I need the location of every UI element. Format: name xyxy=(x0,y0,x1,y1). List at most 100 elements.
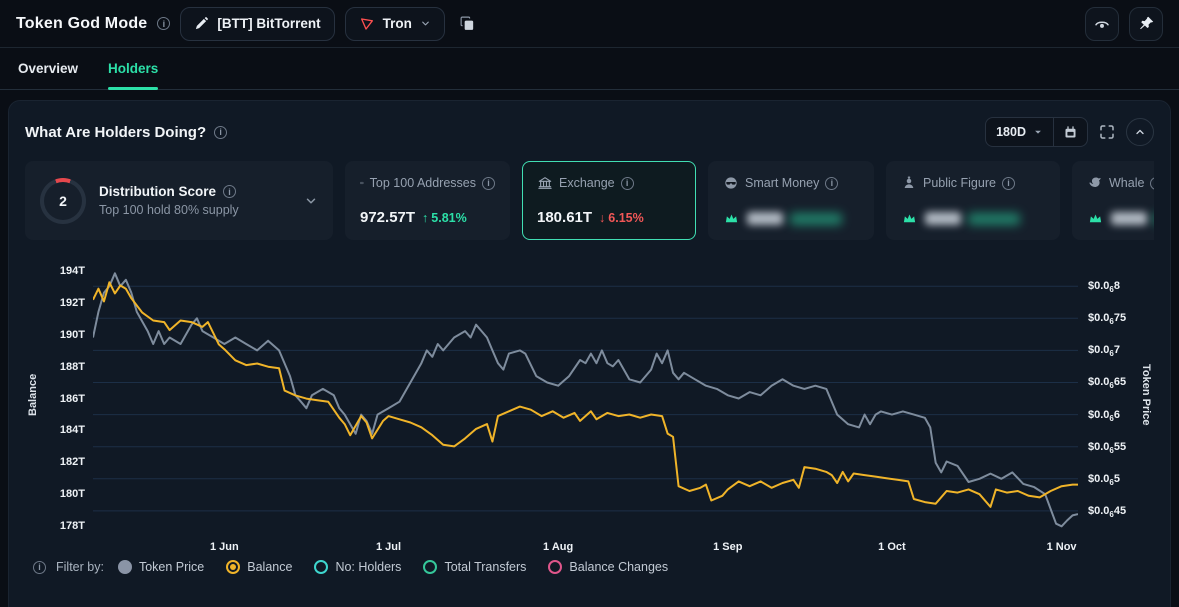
main-content: What Are Holders Doing? i 180D xyxy=(0,90,1179,607)
crown-icon xyxy=(903,214,916,223)
x-tick-label: 1 Oct xyxy=(878,541,906,553)
radio-token-price xyxy=(117,560,132,574)
tab-overview[interactable]: Overview xyxy=(18,61,79,76)
bank-icon xyxy=(538,177,552,189)
stat-card-distribution-score[interactable]: 2 Distribution Score i Top 100 hold 80% … xyxy=(25,161,333,240)
x-tick-label: 1 Aug xyxy=(543,541,574,553)
filter-option-label: Token Price xyxy=(138,560,205,574)
filter-option-label: No: Holders xyxy=(335,560,402,574)
radio-balance xyxy=(226,560,241,574)
sunglasses-face-icon xyxy=(725,177,737,189)
panel-header: What Are Holders Doing? i 180D xyxy=(25,117,1154,147)
stat-card-smart-money[interactable]: Smart Money i xyxy=(708,161,874,240)
token-selector[interactable]: [BTT] BitTorrent xyxy=(180,6,335,41)
x-tick-label: 1 Sep xyxy=(713,541,743,553)
filter-option-label: Total Transfers xyxy=(444,560,527,574)
radio-total-transfers xyxy=(423,560,438,574)
y-tick-left: 194T xyxy=(59,265,85,278)
x-tick-label: 1 Jul xyxy=(375,541,402,553)
stat-value: 972.57T xyxy=(360,209,416,226)
hidden-change xyxy=(968,212,1020,225)
x-axis: 1 Jun 1 Jul 1 Aug 1 Sep 1 Oct 1 Nov xyxy=(93,534,1078,556)
timeframe-control: 180D xyxy=(985,117,1088,147)
info-icon[interactable]: i xyxy=(214,125,228,139)
fullscreen-button[interactable] xyxy=(1098,123,1116,141)
filter-option-total-transfers[interactable]: Total Transfers xyxy=(423,560,526,574)
whale-icon xyxy=(1089,177,1101,187)
chain-label: Tron xyxy=(382,16,412,31)
watchlist-button[interactable] xyxy=(1085,6,1119,41)
stat-title: Smart Money xyxy=(745,176,820,190)
y-tick-left: 190T xyxy=(59,328,85,341)
filter-option-label: Balance xyxy=(247,560,293,574)
tab-bar: Overview Holders xyxy=(0,48,1179,90)
tab-holders[interactable]: Holders xyxy=(108,48,159,90)
chevron-down-icon[interactable] xyxy=(304,194,318,208)
stat-title: Top 100 Addresses xyxy=(369,176,476,190)
pin-button[interactable] xyxy=(1129,6,1163,41)
stat-value: 180.61T xyxy=(537,209,593,226)
pencil-icon xyxy=(196,17,209,30)
stat-subtitle: Top 100 hold 80% supply xyxy=(99,203,239,217)
radio-balance-changes xyxy=(548,560,563,574)
y-tick-right: $0.067 xyxy=(1088,344,1120,359)
stat-title: Exchange xyxy=(559,176,615,190)
stat-card-whale[interactable]: Whale i xyxy=(1072,161,1154,240)
info-icon[interactable]: i xyxy=(223,185,237,198)
y-tick-right: $0.0675 xyxy=(1088,312,1127,327)
distribution-score-value: 2 xyxy=(59,192,67,209)
chart-svg xyxy=(93,256,1078,534)
x-tick-label: 1 Jun xyxy=(209,541,239,553)
filter-option-balance-changes[interactable]: Balance Changes xyxy=(548,560,668,574)
stat-title: Distribution Score xyxy=(99,184,217,199)
chart-plot: 1 Jun 1 Jul 1 Aug 1 Sep 1 Oct 1 Nov xyxy=(93,256,1078,553)
y-tick-left: 186T xyxy=(59,392,85,405)
timeframe-dropdown[interactable]: 180D xyxy=(986,118,1053,146)
copy-button[interactable] xyxy=(455,11,481,37)
y-tick-left: 184T xyxy=(59,424,85,437)
stat-cards-row: 2 Distribution Score i Top 100 hold 80% … xyxy=(25,161,1154,240)
y-tick-left: 178T xyxy=(59,520,85,533)
pin-icon xyxy=(1139,16,1153,30)
filter-option-balance[interactable]: Balance xyxy=(226,560,292,574)
info-icon[interactable]: i xyxy=(1150,176,1154,190)
filter-option-no-holders[interactable]: No: Holders xyxy=(314,560,401,574)
stat-change: ↑ 5.81% xyxy=(422,210,467,225)
crown-icon xyxy=(1089,214,1102,223)
info-icon[interactable]: i xyxy=(157,17,171,30)
chevron-down-icon xyxy=(1035,130,1041,134)
chevron-down-icon xyxy=(422,21,429,26)
filter-info-icon[interactable]: i xyxy=(33,560,46,574)
hidden-value xyxy=(747,212,783,225)
stat-change: ↓ 6.15% xyxy=(599,210,644,225)
info-icon[interactable]: i xyxy=(482,176,495,190)
info-icon[interactable]: i xyxy=(620,176,634,190)
y-tick-left: 182T xyxy=(59,456,85,469)
hidden-value xyxy=(1111,212,1147,225)
calendar-button[interactable] xyxy=(1054,118,1087,146)
chevron-up-icon xyxy=(1136,129,1144,135)
filter-option-token-price[interactable]: Token Price xyxy=(117,560,205,574)
y-axis-title-right: Token Price xyxy=(1140,364,1152,426)
chain-selector[interactable]: Tron xyxy=(344,6,445,41)
y-tick-left: 180T xyxy=(59,488,85,501)
page-title: Token God Mode xyxy=(16,14,148,32)
filter-bar: i Filter by: Token Price Balance No: Holde… xyxy=(25,560,1154,574)
stat-title: Public Figure xyxy=(923,176,996,190)
calendar-icon xyxy=(1065,125,1076,137)
stat-card-public-figure[interactable]: Public Figure i xyxy=(886,161,1060,240)
stat-card-exchange[interactable]: Exchange i 180.61T ↓ 6.15% xyxy=(522,161,696,240)
hidden-change xyxy=(790,212,842,225)
y-axis-left: 194T 192T 190T 188T 186T 184T 182T 180T 178T xyxy=(41,256,93,534)
radio-dot xyxy=(230,564,237,570)
stat-card-top-100-addresses[interactable]: Top 100 Addresses i 972.57T ↑ 5.81% xyxy=(345,161,510,240)
token-label: [BTT] BitTorrent xyxy=(217,16,321,31)
collapse-button[interactable] xyxy=(1126,118,1154,146)
filter-label: Filter by: xyxy=(56,560,104,574)
x-tick-label: 1 Nov xyxy=(1046,541,1077,553)
y-tick-right: $0.0665 xyxy=(1088,376,1127,391)
info-icon[interactable]: i xyxy=(825,176,839,190)
info-icon[interactable]: i xyxy=(1001,176,1015,190)
public-figure-icon xyxy=(904,175,914,188)
